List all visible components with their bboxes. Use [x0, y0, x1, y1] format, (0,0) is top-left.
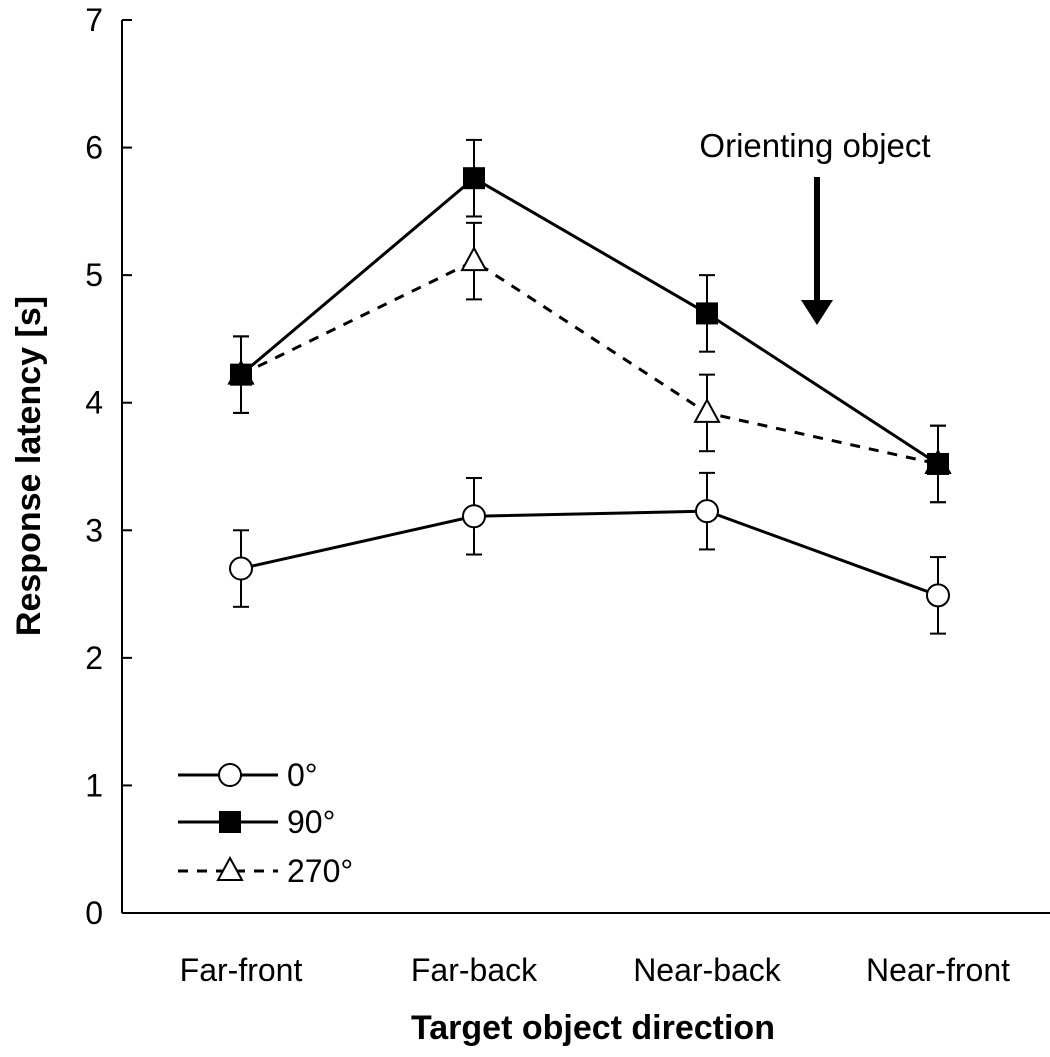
series-1	[230, 138, 949, 504]
axes	[121, 20, 1050, 914]
legend-label: 270°	[287, 853, 353, 889]
series-line	[240, 259, 939, 466]
x-axis-title: Target object direction	[411, 1009, 775, 1047]
data-point-circle	[695, 499, 719, 524]
data-point-square	[696, 302, 718, 325]
y-ticks: 0 1 2 3 4 5 6 7	[85, 2, 132, 931]
annotation-label: Orienting object	[699, 127, 930, 164]
annotation-orienting-object: Orienting object	[699, 127, 931, 325]
y-tick-label: 4	[85, 385, 103, 421]
y-tick-label: 6	[85, 130, 103, 166]
x-tick-label: Far-front	[180, 952, 303, 988]
y-axis-title: Response latency [s]	[10, 296, 48, 636]
data-point-circle	[218, 763, 242, 787]
legend-entry-1: 90°	[178, 804, 335, 840]
series-line	[240, 509, 939, 597]
data-point-circle	[926, 583, 950, 608]
data-point-triangle	[460, 246, 488, 272]
y-tick-label: 0	[85, 895, 103, 931]
legend: 0° 90° 270°	[178, 757, 353, 889]
data-point-triangle	[693, 397, 721, 423]
annotation-arrow-head	[801, 300, 833, 325]
y-tick-label: 1	[85, 767, 103, 803]
series-0	[229, 471, 950, 635]
data-point-circle	[462, 504, 486, 529]
legend-entry-0: 0°	[178, 757, 318, 793]
data-point-circle	[229, 556, 253, 581]
data-point-square	[463, 167, 485, 190]
data-point-triangle	[216, 855, 244, 881]
legend-entry-2: 270°	[178, 853, 353, 889]
legend-label: 0°	[287, 757, 318, 793]
data-point-square	[927, 452, 949, 475]
x-tick-label: Far-back	[411, 952, 538, 988]
data-point-square	[230, 363, 252, 386]
series-line	[240, 176, 939, 466]
series-2	[227, 221, 952, 504]
data-point-square	[219, 811, 241, 833]
y-tick-label: 7	[85, 2, 103, 38]
x-ticks: Far-front Far-back Near-back Near-front	[180, 952, 1010, 988]
legend-label: 90°	[287, 804, 335, 840]
series-layer	[227, 138, 952, 635]
y-tick-label: 5	[85, 257, 103, 293]
x-tick-label: Near-front	[866, 952, 1010, 988]
x-tick-label: Near-back	[633, 952, 782, 988]
y-tick-label: 3	[85, 512, 103, 548]
y-tick-label: 2	[85, 640, 103, 676]
